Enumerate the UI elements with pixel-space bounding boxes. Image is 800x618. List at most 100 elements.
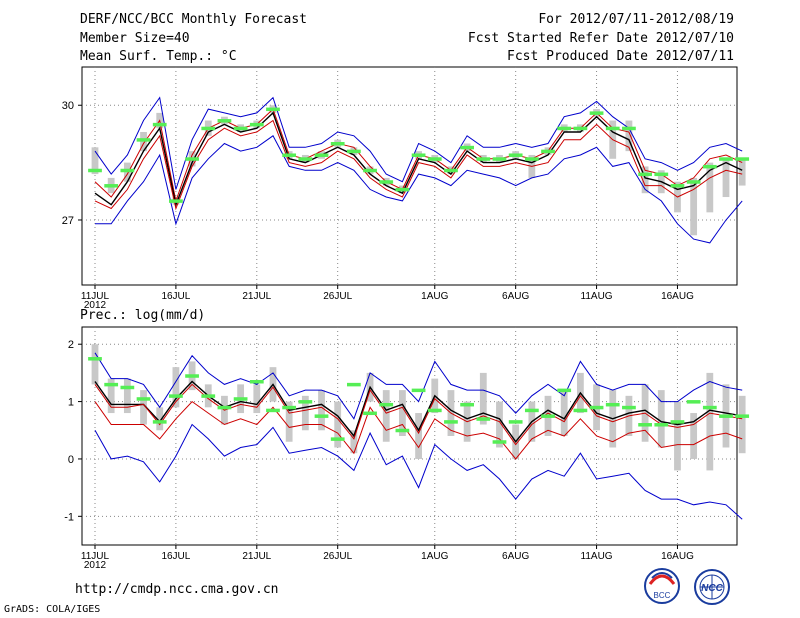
temp-xtick-label: 26JUL bbox=[323, 291, 352, 302]
prec-box bbox=[107, 378, 115, 414]
temp-median-mark bbox=[233, 126, 248, 131]
temp-box bbox=[706, 162, 714, 213]
prec-box bbox=[301, 395, 309, 431]
temp-median-mark bbox=[476, 157, 491, 161]
temp-median-mark bbox=[541, 149, 555, 154]
prec-box bbox=[690, 413, 698, 459]
bcc-logo: BCC bbox=[644, 568, 680, 604]
prec-median-mark bbox=[152, 420, 167, 424]
prec-median-mark bbox=[201, 394, 216, 398]
temp-median-mark bbox=[654, 172, 669, 177]
forecast-period: For 2012/07/11-2012/08/19 bbox=[538, 12, 734, 27]
prec-median-mark bbox=[719, 414, 733, 418]
temp-median-mark bbox=[169, 199, 183, 203]
prec-median-mark bbox=[524, 408, 539, 413]
precip-title: Prec.: log(mm/d) bbox=[80, 308, 206, 323]
temp-xtick-label: 16JUL bbox=[161, 291, 190, 302]
prec-series-lower bbox=[94, 400, 743, 460]
temp-xtick-label: 11JUL bbox=[81, 291, 110, 302]
temp-series-mean bbox=[94, 111, 743, 208]
prec-median-mark bbox=[492, 440, 507, 444]
prec-median-mark bbox=[670, 420, 685, 424]
prec-box bbox=[706, 372, 714, 471]
website-url[interactable]: http://cmdp.ncc.cma.gov.cn bbox=[75, 582, 279, 597]
prec-median-mark bbox=[605, 402, 620, 407]
prec-median-mark bbox=[120, 385, 135, 390]
prec-median-mark bbox=[217, 405, 232, 410]
temp-xtick-label: 1AUG bbox=[421, 291, 448, 302]
temp-box bbox=[91, 147, 99, 175]
prec-median-mark bbox=[104, 382, 119, 387]
temp-median-mark bbox=[217, 119, 232, 123]
prec-box bbox=[657, 390, 665, 448]
temp-median-mark bbox=[298, 157, 313, 161]
temp-median-mark bbox=[638, 172, 652, 177]
prec-box bbox=[496, 401, 503, 448]
temp-median-mark bbox=[282, 153, 297, 157]
prec-box bbox=[674, 401, 681, 471]
prec-median-mark bbox=[735, 414, 750, 418]
prec-box bbox=[560, 390, 568, 436]
prec-median-mark bbox=[282, 405, 297, 410]
temp-median-mark bbox=[411, 153, 426, 157]
refer-date: Fcst Started Refer Date 2012/07/10 bbox=[467, 31, 734, 46]
variable-label: Mean Surf. Temp.: °C bbox=[80, 49, 237, 64]
temp-box bbox=[625, 120, 633, 152]
prec-xtick-label: 1AUG bbox=[421, 551, 448, 562]
temp-median-mark bbox=[492, 157, 507, 161]
temp-median-mark bbox=[735, 157, 750, 161]
prec-median-mark bbox=[363, 411, 377, 416]
prec-median-mark bbox=[686, 400, 701, 404]
prec-xtick-year: 2012 bbox=[84, 560, 107, 571]
prec-median-mark bbox=[702, 405, 717, 410]
prec-ytick-label: 1 bbox=[68, 397, 74, 409]
temp-median-mark bbox=[249, 122, 264, 127]
prec-median-mark bbox=[169, 394, 183, 398]
temp-ytick-label: 27 bbox=[62, 215, 74, 227]
temp-median-mark bbox=[719, 157, 733, 161]
temp-median-mark bbox=[266, 107, 280, 112]
temp-median-mark bbox=[314, 153, 329, 157]
temp-box bbox=[738, 158, 746, 186]
prec-median-mark bbox=[233, 397, 248, 401]
produced-date: Fcst Produced Date 2012/07/11 bbox=[507, 49, 734, 64]
prec-box bbox=[334, 401, 342, 448]
temp-median-mark bbox=[589, 111, 604, 115]
temp-median-mark bbox=[330, 141, 345, 146]
temp-median-mark bbox=[573, 126, 588, 131]
temp-median-mark bbox=[557, 126, 572, 131]
prec-series-max bbox=[94, 352, 743, 420]
temp-median-mark bbox=[460, 145, 475, 150]
temp-median-mark bbox=[605, 126, 620, 131]
prec-box bbox=[399, 390, 406, 436]
prec-box bbox=[140, 390, 147, 425]
temp-box bbox=[690, 177, 698, 236]
prec-median-mark bbox=[638, 423, 652, 427]
prec-median-mark bbox=[589, 405, 604, 410]
ncc-logo-text: NCC bbox=[701, 583, 723, 594]
prec-series-min bbox=[94, 423, 743, 520]
temp-median-mark bbox=[508, 153, 523, 157]
prec-xtick-label: 6AUG bbox=[502, 551, 529, 562]
prec-frame bbox=[81, 326, 738, 546]
prec-ytick-label: 2 bbox=[68, 339, 74, 351]
chart-title: DERF/NCC/BCC Monthly Forecast bbox=[80, 12, 307, 27]
prec-median-mark bbox=[395, 428, 410, 433]
prec-median-mark bbox=[314, 414, 329, 418]
prec-median-mark bbox=[266, 408, 280, 413]
prec-series-mean bbox=[94, 383, 743, 446]
temp-median-mark bbox=[524, 157, 539, 161]
prec-xtick-label: 11AUG bbox=[581, 551, 613, 562]
prec-box bbox=[285, 401, 293, 442]
temp-median-mark bbox=[622, 126, 636, 131]
prec-xtick-label: 16AUG bbox=[661, 551, 694, 562]
prec-xtick-label: 26JUL bbox=[323, 551, 352, 562]
prec-median-mark bbox=[460, 402, 475, 407]
temp-ytick-label: 30 bbox=[62, 100, 74, 112]
temp-xtick-label: 11AUG bbox=[581, 291, 613, 302]
grads-credit: GrADS: COLA/IGES bbox=[4, 604, 101, 615]
prec-ytick-label: 0 bbox=[68, 454, 74, 466]
temp-median-mark bbox=[346, 149, 361, 154]
